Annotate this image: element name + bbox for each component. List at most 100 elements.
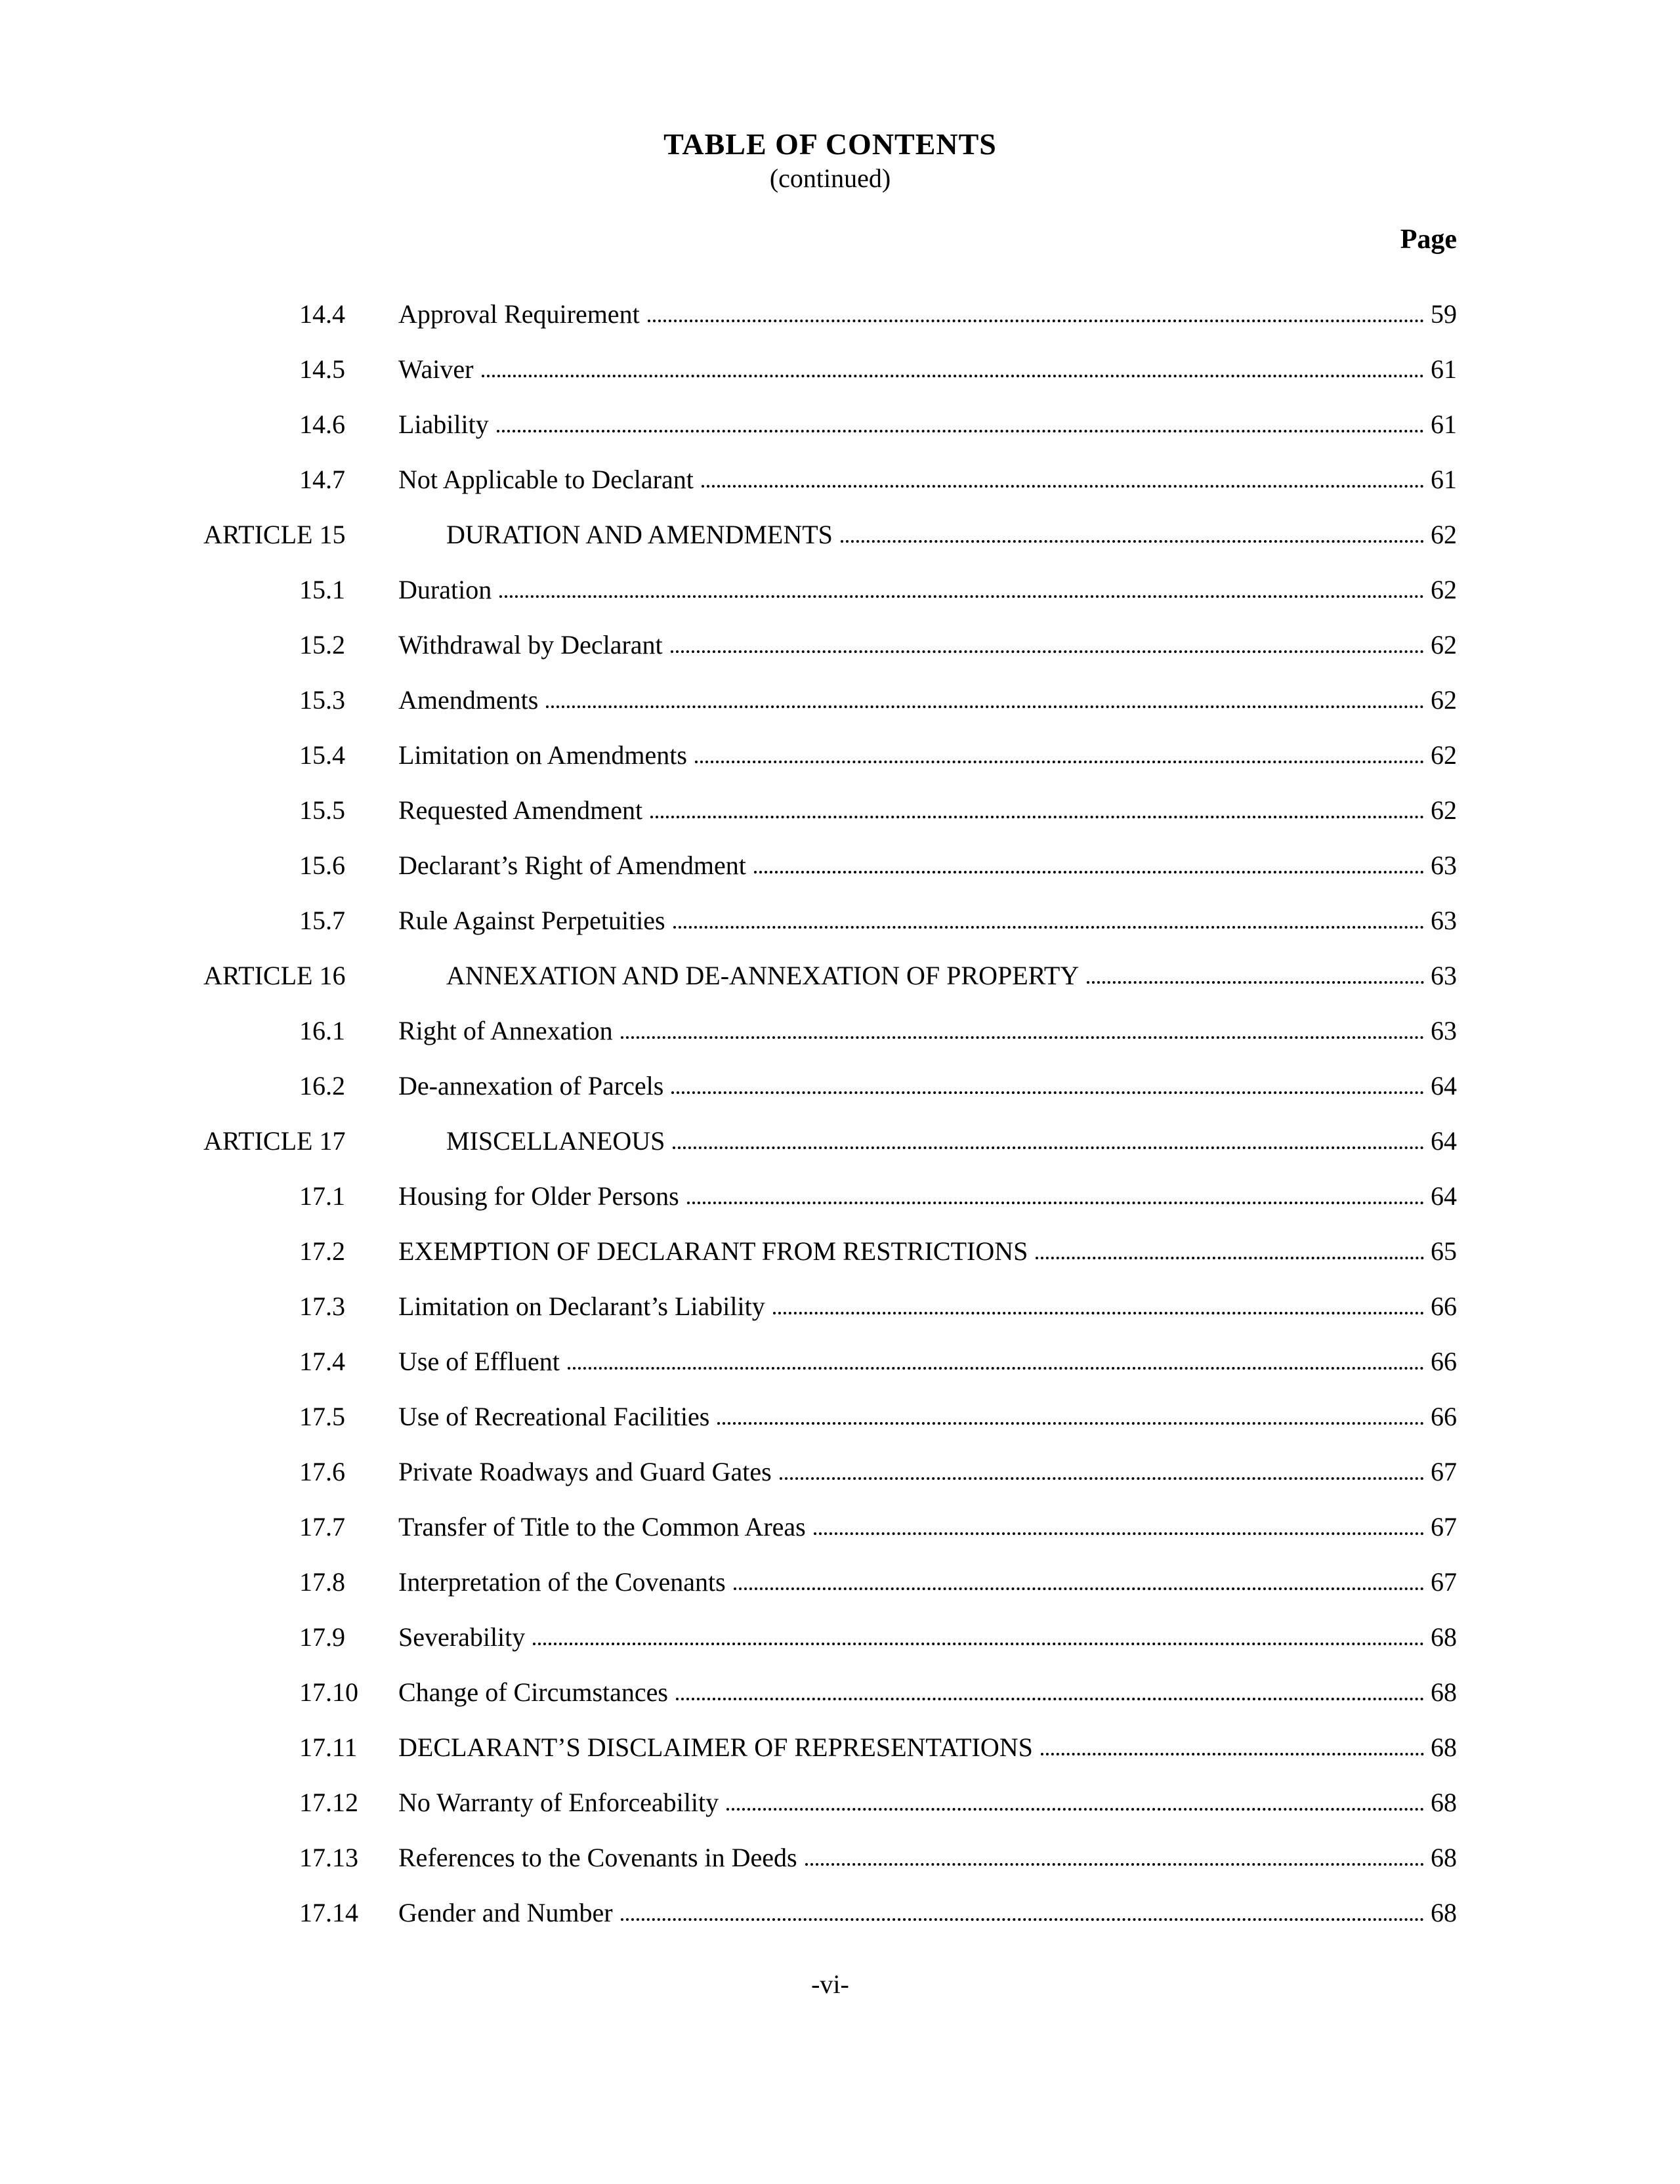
toc-entry-title: MISCELLANEOUS	[446, 1125, 665, 1156]
toc-entry-title: Approval Requirement	[398, 299, 640, 329]
toc-entry: 15.7 Rule Against Perpetuities 63	[203, 879, 1457, 934]
toc-entry-title: Limitation on Declarant’s Liability	[398, 1291, 765, 1321]
toc-entry-page: 67	[1431, 1456, 1457, 1486]
toc-entry: 17.13 References to the Covenants in Dee…	[203, 1816, 1457, 1872]
toc-entry-page: 68	[1431, 1897, 1457, 1927]
toc-entry-title: Private Roadways and Guard Gates	[398, 1456, 772, 1486]
toc-entry: 15.3 Amendments 62	[203, 659, 1457, 714]
toc-entry-title: Use of Recreational Facilities	[398, 1401, 710, 1431]
dot-leader	[670, 650, 1424, 653]
toc-entry: 16.2 De-annexation of Parcels 64	[203, 1045, 1457, 1100]
toc-entry-page: 64	[1431, 1070, 1457, 1101]
dot-leader	[1040, 1752, 1424, 1755]
toc-entry: 16.1 Right of Annexation 63	[203, 990, 1457, 1045]
toc-entry-title: Duration	[398, 574, 492, 604]
toc-entry-title: Limitation on Amendments	[398, 740, 687, 770]
toc-entry-number: 15.6	[299, 850, 345, 880]
toc-entry-title: Housing for Older Persons	[398, 1181, 679, 1211]
toc-entry-number: 15.3	[299, 684, 345, 715]
toc-entry-number: 17.7	[299, 1511, 345, 1542]
toc-entry: 17.1 Housing for Older Persons 64	[203, 1155, 1457, 1210]
toc-entry-title: ANNEXATION AND DE-ANNEXATION OF PROPERTY	[446, 960, 1080, 990]
toc-entry: 14.6 Liability 61	[203, 383, 1457, 438]
toc-entry-page: 65	[1431, 1236, 1457, 1266]
toc-entry-title: Severability	[398, 1622, 526, 1652]
dot-leader	[813, 1532, 1424, 1535]
toc-entry-page: 62	[1431, 740, 1457, 770]
dot-leader	[499, 595, 1424, 598]
page-title: TABLE OF CONTENTS	[663, 127, 997, 161]
toc-entry-number: 17.9	[299, 1622, 345, 1652]
toc-entry-number: 15.2	[299, 629, 345, 660]
dot-leader	[671, 1091, 1424, 1094]
toc-entry-title: References to the Covenants in Deeds	[398, 1842, 797, 1872]
footer-page-number: -vi-	[811, 1969, 849, 1999]
toc-entry-page: 61	[1431, 409, 1457, 439]
dot-leader	[650, 815, 1424, 818]
toc-content: TABLE OF CONTENTS (continued) Page 14.4 …	[203, 127, 1457, 1927]
toc-entry-number: ARTICLE 17	[203, 1125, 346, 1156]
toc-entry: 17.10 Change of Circumstances 68	[203, 1651, 1457, 1706]
toc-entry: 17.8 Interpretation of the Covenants 67	[203, 1541, 1457, 1596]
toc-entry: 14.5 Waiver 61	[203, 328, 1457, 383]
toc-entry-title: Change of Circumstances	[398, 1677, 668, 1707]
toc-entry-page: 66	[1431, 1346, 1457, 1376]
toc-entry-number: 17.8	[299, 1566, 345, 1597]
toc-entry-number: 16.2	[299, 1070, 345, 1101]
toc-entry-page: 67	[1431, 1511, 1457, 1542]
toc-entry: 17.7 Transfer of Title to the Common Are…	[203, 1486, 1457, 1541]
toc-entry-number: 14.4	[299, 299, 345, 329]
toc-entry-title: Not Applicable to Declarant	[398, 464, 694, 494]
dot-leader	[620, 1036, 1424, 1039]
toc-entry-page: 66	[1431, 1291, 1457, 1321]
toc-entry-page: 68	[1431, 1842, 1457, 1872]
toc-entry-page: 61	[1431, 464, 1457, 494]
toc-entry-title: Gender and Number	[398, 1897, 613, 1927]
toc-entry-page: 62	[1431, 574, 1457, 604]
toc-entry-number: 15.5	[299, 795, 345, 825]
toc-entry: 17.2 EXEMPTION OF DECLARANT FROM RESTRIC…	[203, 1210, 1457, 1265]
dot-leader	[647, 319, 1424, 322]
toc-entry: 17.12 No Warranty of Enforceability 68	[203, 1761, 1457, 1816]
toc-entry-title: Right of Annexation	[398, 1015, 613, 1045]
dot-leader	[567, 1366, 1424, 1370]
toc-entry-page: 68	[1431, 1732, 1457, 1762]
dot-leader	[620, 1918, 1424, 1921]
toc-entry: ARTICLE 16 ANNEXATION AND DE-ANNEXATION …	[203, 934, 1457, 990]
toc-entry: 15.5 Requested Amendment 62	[203, 769, 1457, 824]
toc-entry: 14.4 Approval Requirement 59	[203, 273, 1457, 328]
toc-entry-page: 61	[1431, 354, 1457, 384]
toc-entry-title: Rule Against Perpetuities	[398, 905, 665, 935]
toc-entry-number: 15.4	[299, 740, 345, 770]
dot-leader	[779, 1477, 1424, 1480]
dot-leader	[805, 1862, 1424, 1866]
toc-entry-number: 17.5	[299, 1401, 345, 1431]
toc-entry-page: 66	[1431, 1401, 1457, 1431]
dot-leader	[496, 429, 1424, 432]
toc-entry-title: De-annexation of Parcels	[398, 1070, 664, 1101]
toc-entry-page: 68	[1431, 1677, 1457, 1707]
toc-entry-number: 17.3	[299, 1291, 345, 1321]
toc-entry: 17.5 Use of Recreational Facilities 66	[203, 1376, 1457, 1431]
toc-entry: 17.11 DECLARANT’S DISCLAIMER OF REPRESEN…	[203, 1706, 1457, 1761]
toc-entry-title: Liability	[398, 409, 489, 439]
toc-entry-page: 68	[1431, 1622, 1457, 1652]
toc-entry: 17.6 Private Roadways and Guard Gates 67	[203, 1431, 1457, 1486]
toc-entry-number: 17.14	[299, 1897, 358, 1927]
toc-entry-page: 67	[1431, 1566, 1457, 1597]
page-column-header: Page	[1400, 224, 1457, 255]
toc-entry-number: 17.2	[299, 1236, 345, 1266]
dot-leader	[694, 760, 1424, 763]
toc-entry-page: 62	[1431, 795, 1457, 825]
dot-leader	[676, 1697, 1424, 1700]
toc-entry-page: 63	[1431, 905, 1457, 935]
toc-entry: 17.14 Gender and Number 68	[203, 1872, 1457, 1927]
toc-entry-number: 17.6	[299, 1456, 345, 1486]
toc-entry-title: Use of Effluent	[398, 1346, 560, 1376]
toc-entry-page: 62	[1431, 519, 1457, 549]
toc-entry: 17.3 Limitation on Declarant’s Liability…	[203, 1265, 1457, 1320]
toc-entry-number: 17.13	[299, 1842, 358, 1872]
dot-leader	[701, 484, 1424, 488]
toc-entry-title: No Warranty of Enforceability	[398, 1787, 719, 1817]
